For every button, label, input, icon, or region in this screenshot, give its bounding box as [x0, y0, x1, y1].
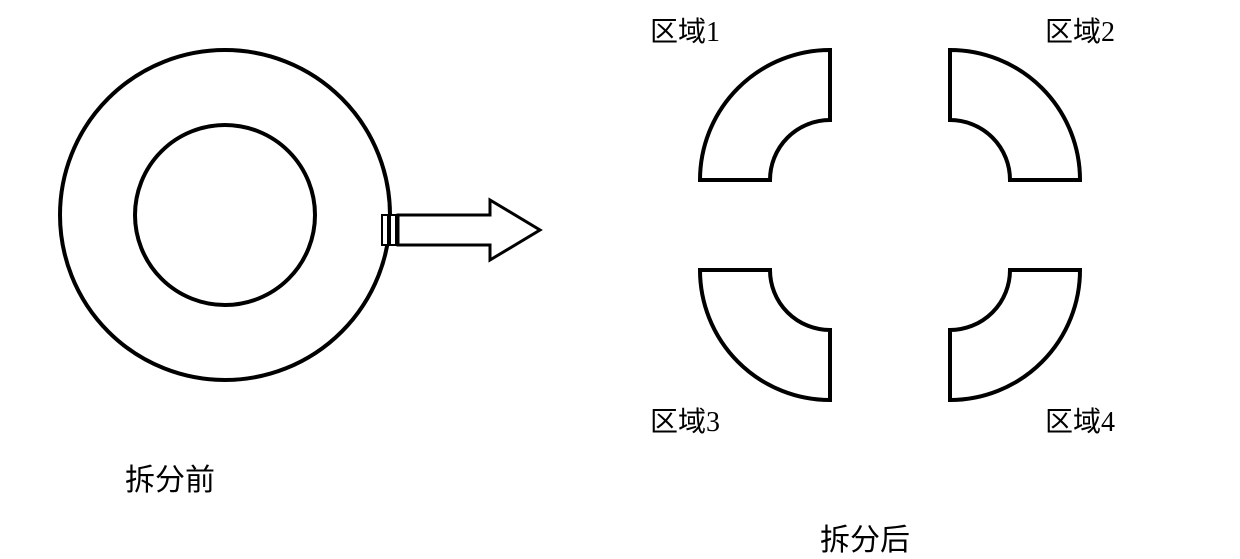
region2-label: 区域2 [1045, 10, 1115, 50]
transform-arrow-icon [380, 195, 545, 270]
region2-arc [950, 50, 1080, 180]
before-label: 拆分前 [125, 455, 215, 499]
region1-arc [700, 50, 830, 180]
region1-label: 区域1 [650, 10, 720, 50]
region3-arc [700, 270, 830, 400]
region4-arc [950, 270, 1080, 400]
before-ring [55, 45, 395, 390]
region3-label: 区域3 [650, 400, 720, 440]
after-regions: 区域1 区域2 区域3 区域4 [570, 5, 1210, 520]
after-label: 拆分后 [820, 515, 910, 559]
region4-label: 区域4 [1045, 400, 1115, 440]
